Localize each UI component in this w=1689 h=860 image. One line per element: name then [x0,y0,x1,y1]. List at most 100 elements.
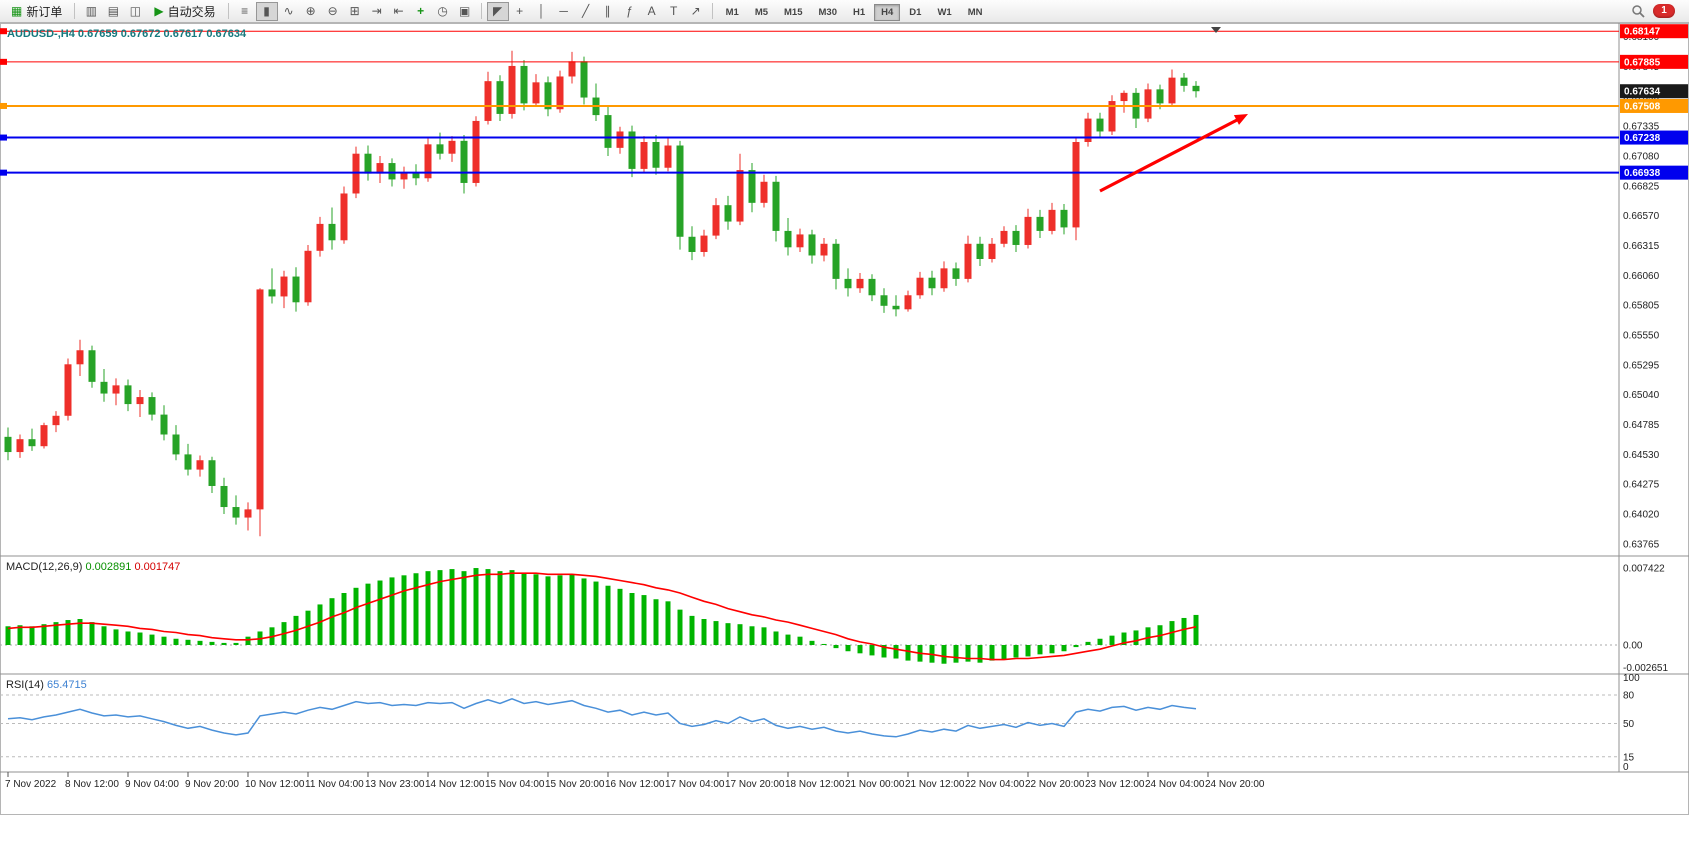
line-edge-tag[interactable] [0,134,7,141]
zoom-in-icon[interactable]: ⊕ [300,2,322,21]
timeframe-m15[interactable]: M15 [777,4,809,21]
trendline-icon[interactable]: ╱ [575,2,597,21]
candle-body [484,81,492,121]
chart-shift-icon[interactable]: ⇤ [388,2,410,21]
toolbar-group-windows: ▥ ▤ ◫ [80,2,146,21]
time-label: 21 Nov 12:00 [905,779,965,790]
toolbar-right-cluster: 1 [1631,4,1675,18]
candle-body [748,170,756,203]
trend-arrow-head[interactable] [1233,114,1248,125]
time-label: 24 Nov 20:00 [1205,779,1265,790]
candle-body [232,507,240,518]
price-tag-box [1620,54,1688,69]
profiles-icon[interactable]: ▤ [102,2,124,21]
candle-body [196,460,204,470]
market-watch-icon[interactable]: ◫ [124,2,146,21]
macd-bar [41,624,47,645]
macd-bar [341,593,347,645]
arrows-icon[interactable]: ↗ [685,2,707,21]
macd-bar [881,645,887,658]
price-tag-box [1620,98,1688,113]
time-label: 11 Nov 04:00 [305,779,364,790]
rsi-axis-label: 0 [1623,762,1629,773]
vertical-line-icon[interactable]: │ [531,2,553,21]
macd-bar [893,645,899,659]
svg-text:0.65040: 0.65040 [1623,390,1660,401]
line-edge-tag[interactable] [0,102,7,109]
crosshair-icon[interactable]: + [509,2,531,21]
charts-icon[interactable]: ▥ [80,2,102,21]
rsi-axis-label: 50 [1623,719,1635,730]
timeframe-m1[interactable]: M1 [719,4,746,21]
macd-axis-label: 0.007422 [1623,563,1665,574]
chart-canvas[interactable]: 0.681000.678450.675900.673350.670800.668… [0,23,1689,815]
notification-badge[interactable]: 1 [1653,4,1675,18]
price-tag-box [1620,130,1688,145]
tile-windows-icon[interactable]: ⊞ [344,2,366,21]
trend-arrow-annotation[interactable] [1099,118,1238,193]
channel-icon[interactable]: ∥ [597,2,619,21]
macd-bar [437,570,443,645]
candle-body [1012,230,1020,245]
macd-bar [905,645,911,661]
candle-body [544,82,552,110]
timeframe-m30[interactable]: M30 [812,4,844,21]
candlestick-icon[interactable]: ▮ [255,1,278,21]
time-label: 24 Nov 04:00 [1145,779,1205,790]
bar-chart-icon[interactable]: ≡ [234,2,256,21]
chart-shift-marker[interactable] [1211,27,1221,33]
auto-scroll-icon[interactable]: ⇥ [366,2,388,21]
macd-bar [413,573,419,645]
macd-bar [581,578,587,645]
periods-icon[interactable]: ◷ [432,2,454,21]
macd-bar [317,604,323,645]
text-icon[interactable]: A [641,2,663,21]
line-edge-tag[interactable] [0,28,7,35]
macd-bar [353,587,359,645]
candle-body [64,364,72,416]
auto-trading-label: 自动交易 [167,4,216,19]
line-edge-tag[interactable] [0,169,7,176]
auto-trading-button[interactable]: ▶ 自动交易 [147,2,222,21]
new-order-button[interactable]: ▦ 新订单 [4,2,69,21]
candle-body [496,81,504,114]
svg-text:0.66315: 0.66315 [1623,241,1660,252]
text-label-icon[interactable]: T [663,2,685,21]
candle-body [892,305,900,310]
line-chart-icon[interactable]: ∿ [278,2,300,21]
time-label: 9 Nov 04:00 [125,779,179,790]
fibonacci-icon[interactable]: ƒ [619,2,641,21]
macd-bar [53,622,59,645]
candle-body [736,170,744,222]
price-tag-text: 0.67508 [1624,101,1661,112]
macd-bar [389,577,395,645]
cursor-icon[interactable]: ◤ [486,1,509,21]
horizontal-line-icon[interactable]: ─ [553,2,575,21]
macd-bar [17,625,23,645]
svg-text:0.63765: 0.63765 [1623,539,1660,550]
timeframe-mn[interactable]: MN [961,4,990,21]
timeframe-d1[interactable]: D1 [902,4,928,21]
zoom-out-icon[interactable]: ⊖ [322,2,344,21]
candle-body [796,234,804,248]
candle-body [340,193,348,241]
candle-body [148,397,156,415]
candle-body [88,350,96,382]
toolbar-group-drawing-tools: ◤ + │ ─ ╱ ∥ ƒ A T ↗ [486,1,707,21]
candle-body [1084,118,1092,142]
line-edge-tag[interactable] [0,58,7,65]
timeframe-h1[interactable]: H1 [846,4,872,21]
templates-icon[interactable]: ▣ [454,2,476,21]
timeframe-h4[interactable]: H4 [874,3,901,21]
search-icon[interactable] [1631,4,1645,18]
candle-body [184,454,192,470]
indicators-icon[interactable]: + [410,2,432,21]
macd-bar [1025,645,1031,657]
toolbar-separator [711,3,713,19]
candle-body [520,65,528,104]
macd-bar [557,575,563,645]
timeframe-m5[interactable]: M5 [748,4,775,21]
timeframe-w1[interactable]: W1 [930,4,958,21]
candle-body [772,181,780,231]
candle-body [28,439,36,447]
